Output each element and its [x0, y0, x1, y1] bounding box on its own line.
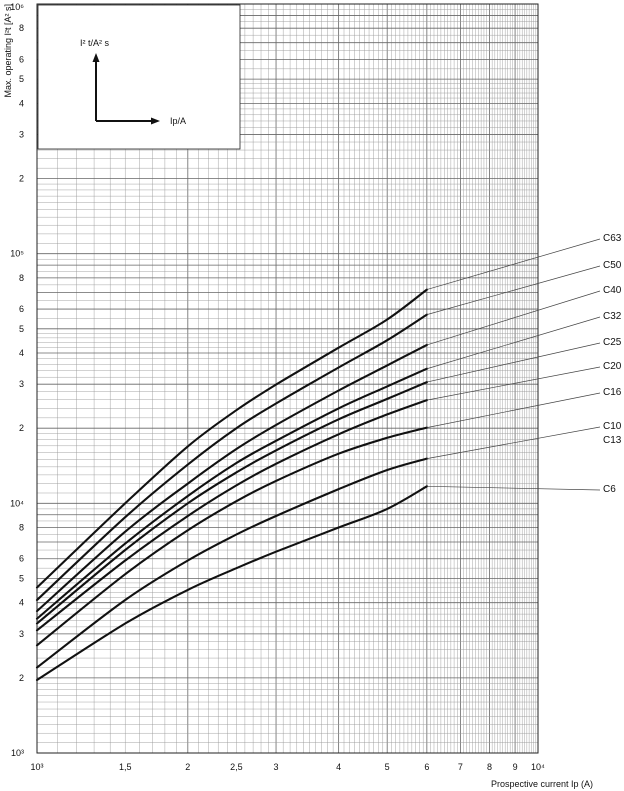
leader-line [426, 290, 601, 346]
y-tick-label: 2 [19, 423, 24, 433]
leader-line [426, 366, 601, 401]
y-tick-label: 8 [19, 23, 24, 33]
curve-label-c6: C6 [603, 484, 616, 495]
leader-line [426, 426, 601, 459]
series-curve-c6 [35, 485, 428, 682]
curve-label-c40: C40 [603, 285, 622, 296]
y-tick-label: 8 [19, 523, 24, 533]
curve-label-c13: C13 [603, 435, 622, 446]
leader-line [426, 485, 601, 491]
y-tick-label: 10⁴ [10, 498, 24, 508]
series-curve-c32 [35, 367, 428, 620]
series-curve-c63 [35, 288, 428, 589]
series-curve-c50 [35, 313, 428, 602]
y-tick-label: 3 [19, 629, 24, 639]
x-tick-label: 9 [513, 762, 518, 772]
leader-layer: C63 C50 C40 C32 C25 C20 C16 C10 C13 C6 [426, 233, 622, 495]
inset-x-label: Ip/A [170, 116, 186, 126]
series-curve-c10-c13 [35, 457, 428, 669]
y-tick-label: 3 [19, 130, 24, 140]
y-tick-label: 3 [19, 379, 24, 389]
y-tick-label: 6 [19, 304, 24, 314]
x-tick-label: 10⁴ [531, 762, 545, 772]
y-tick-label: 2 [19, 673, 24, 683]
leader-line [426, 238, 601, 290]
inset-x-arrowhead [151, 117, 160, 125]
x-tick-labels: 10³ 1,5 2 2,5 3 4 5 6 7 8 9 10⁴ [30, 762, 545, 772]
series-curve-c16 [35, 426, 428, 647]
series-curve-c40 [35, 343, 428, 613]
inset-y-label: I² t/A² s [80, 38, 109, 48]
x-tick-label: 4 [336, 762, 341, 772]
y-tick-label: 5 [19, 324, 24, 334]
curve-label-c20: C20 [603, 361, 622, 372]
x-tick-label: 5 [385, 762, 390, 772]
inset-box [37, 4, 241, 150]
series-curve-c25 [35, 381, 428, 625]
x-tick-label: 3 [274, 762, 279, 772]
y-tick-label: 5 [19, 74, 24, 84]
curve-label-c16: C16 [603, 387, 622, 398]
x-tick-label: 8 [487, 762, 492, 772]
y-tick-label: 2 [19, 174, 24, 184]
y-tick-label: 4 [19, 98, 24, 108]
leader-line [426, 265, 601, 315]
y-tick-label: 6 [19, 554, 24, 564]
curve-label-c32: C32 [603, 311, 622, 322]
y-tick-label: 10³ [11, 748, 24, 758]
inset-axes-legend: I² t/A² s Ip/A [37, 4, 241, 150]
y-tick-label: 6 [19, 54, 24, 64]
leader-line [426, 316, 601, 370]
y-tick-label: 10⁵ [10, 249, 24, 259]
x-tick-label: 2,5 [230, 762, 243, 772]
y-tick-label: 10⁶ [10, 2, 24, 12]
series-layer [35, 288, 428, 682]
y-tick-label: 8 [19, 273, 24, 283]
x-tick-label: 7 [458, 762, 463, 772]
y-tick-label: 4 [19, 598, 24, 608]
y-tick-label: 4 [19, 348, 24, 358]
x-tick-label: 10³ [30, 762, 43, 772]
x-tick-label: 2 [185, 762, 190, 772]
curve-label-c50: C50 [603, 260, 622, 271]
x-tick-label: 1,5 [119, 762, 132, 772]
x-axis-title: Prospective current Ip (A) [491, 779, 593, 789]
curve-label-c63: C63 [603, 233, 622, 244]
leader-line [426, 342, 601, 383]
series-curve-c20 [35, 399, 428, 632]
y-tick-label: 5 [19, 573, 24, 583]
plot-frame [36, 3, 539, 754]
curve-label-c10: C10 [603, 421, 622, 432]
inset-y-arrowhead [92, 53, 100, 62]
leader-line [426, 392, 601, 428]
x-tick-label: 6 [424, 762, 429, 772]
y-tick-labels: 10³ 2 3 4 5 6 8 10⁴ 2 3 4 5 6 8 10⁵ 2 3 4 5 6 8 10⁶ [10, 2, 24, 758]
curve-label-c25: C25 [603, 337, 622, 348]
y-axis-title: Max. operating I²t [A² s] [3, 4, 13, 98]
